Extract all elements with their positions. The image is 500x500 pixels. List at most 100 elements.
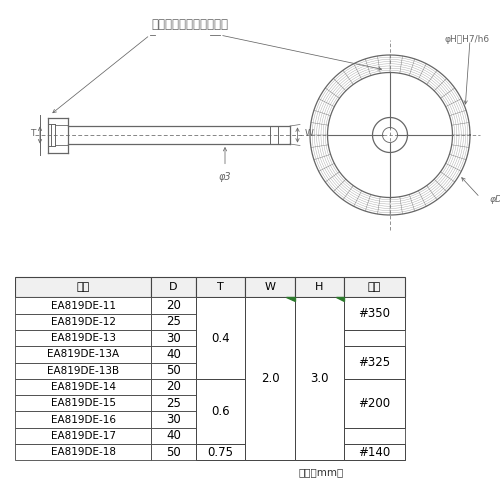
Bar bbox=[196, 379, 246, 444]
Bar bbox=[246, 444, 294, 460]
Text: 30: 30 bbox=[166, 332, 181, 344]
Bar bbox=[294, 298, 344, 460]
Text: 0.75: 0.75 bbox=[208, 446, 234, 458]
Text: #350: #350 bbox=[358, 307, 390, 320]
Bar bbox=[15, 444, 152, 460]
Bar bbox=[344, 346, 405, 362]
Bar bbox=[246, 428, 294, 444]
Bar bbox=[152, 444, 196, 460]
Bar bbox=[294, 346, 344, 362]
Bar bbox=[196, 444, 246, 460]
Text: φ3: φ3 bbox=[218, 172, 232, 181]
Bar bbox=[15, 314, 152, 330]
Bar bbox=[294, 314, 344, 330]
Text: 粒度: 粒度 bbox=[368, 282, 381, 292]
Bar bbox=[344, 379, 405, 428]
Bar bbox=[152, 330, 196, 346]
Bar bbox=[246, 379, 294, 395]
Bar bbox=[196, 395, 246, 411]
Bar bbox=[246, 412, 294, 428]
Bar bbox=[294, 379, 344, 395]
Bar bbox=[344, 298, 405, 330]
Bar bbox=[15, 428, 152, 444]
Bar bbox=[15, 362, 152, 379]
Text: φH　H7/h6: φH H7/h6 bbox=[445, 36, 490, 44]
Bar bbox=[196, 362, 246, 379]
Text: 2.0: 2.0 bbox=[260, 372, 280, 386]
Text: 50: 50 bbox=[166, 446, 181, 458]
Bar bbox=[152, 277, 196, 297]
Bar bbox=[246, 346, 294, 362]
Bar bbox=[344, 428, 405, 444]
Text: 25: 25 bbox=[166, 316, 181, 328]
Bar bbox=[246, 277, 294, 297]
Bar bbox=[196, 298, 246, 314]
Bar bbox=[196, 379, 246, 395]
Text: EA819DE-12: EA819DE-12 bbox=[50, 317, 116, 327]
Bar bbox=[344, 379, 405, 395]
Text: EA819DE-13A: EA819DE-13A bbox=[47, 350, 119, 360]
Bar bbox=[196, 444, 246, 460]
Bar bbox=[344, 444, 405, 460]
Text: 40: 40 bbox=[166, 348, 181, 361]
Text: W: W bbox=[264, 282, 276, 292]
Bar bbox=[294, 412, 344, 428]
Bar bbox=[152, 298, 196, 314]
Bar bbox=[246, 298, 294, 460]
Text: T: T bbox=[30, 130, 35, 138]
Bar bbox=[344, 362, 405, 379]
Text: H: H bbox=[315, 282, 324, 292]
Bar bbox=[15, 277, 152, 297]
Text: 20: 20 bbox=[166, 380, 181, 394]
Bar bbox=[344, 346, 405, 379]
Text: EA819DE-11: EA819DE-11 bbox=[50, 300, 116, 310]
Text: 40: 40 bbox=[166, 430, 181, 442]
Text: 30: 30 bbox=[166, 413, 181, 426]
Bar bbox=[294, 444, 344, 460]
Text: EA819DE-14: EA819DE-14 bbox=[50, 382, 116, 392]
Bar bbox=[196, 330, 246, 346]
Bar bbox=[15, 330, 152, 346]
Bar bbox=[15, 298, 152, 314]
Bar bbox=[152, 412, 196, 428]
Bar bbox=[294, 428, 344, 444]
Text: #200: #200 bbox=[358, 397, 390, 410]
Bar bbox=[344, 444, 405, 460]
Text: 25: 25 bbox=[166, 397, 181, 410]
Bar bbox=[344, 412, 405, 428]
Bar bbox=[15, 412, 152, 428]
Bar bbox=[15, 379, 152, 395]
Text: D: D bbox=[170, 282, 178, 292]
Bar bbox=[152, 428, 196, 444]
Bar bbox=[294, 362, 344, 379]
Text: 3.0: 3.0 bbox=[310, 372, 328, 386]
Bar bbox=[294, 330, 344, 346]
Bar bbox=[196, 298, 246, 379]
Bar bbox=[196, 277, 246, 297]
Bar bbox=[196, 412, 246, 428]
Text: 20: 20 bbox=[166, 299, 181, 312]
Text: EA819DE-15: EA819DE-15 bbox=[50, 398, 116, 408]
Bar bbox=[15, 346, 152, 362]
Text: T: T bbox=[217, 282, 224, 292]
Bar bbox=[344, 314, 405, 330]
Bar bbox=[294, 298, 344, 314]
Text: EA819DE-16: EA819DE-16 bbox=[50, 414, 116, 424]
Bar bbox=[196, 346, 246, 362]
Text: 0.6: 0.6 bbox=[212, 405, 230, 418]
Bar bbox=[152, 314, 196, 330]
Bar bbox=[196, 428, 246, 444]
Bar bbox=[344, 298, 405, 314]
Text: φD: φD bbox=[490, 196, 500, 204]
Bar bbox=[246, 362, 294, 379]
Bar bbox=[152, 346, 196, 362]
Text: 0.4: 0.4 bbox=[212, 332, 230, 344]
Bar bbox=[344, 330, 405, 346]
Text: （単位mm）: （単位mm） bbox=[299, 467, 344, 477]
Bar bbox=[246, 395, 294, 411]
Text: #140: #140 bbox=[358, 446, 390, 458]
Bar bbox=[152, 362, 196, 379]
Bar bbox=[152, 395, 196, 411]
Bar bbox=[196, 314, 246, 330]
Bar bbox=[246, 314, 294, 330]
